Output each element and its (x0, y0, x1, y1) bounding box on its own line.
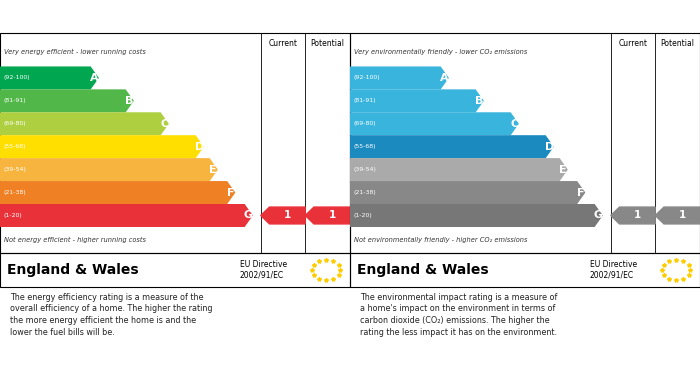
Text: F: F (227, 188, 235, 197)
Text: EU Directive
2002/91/EC: EU Directive 2002/91/EC (239, 260, 287, 280)
Text: (39-54): (39-54) (354, 167, 377, 172)
Text: A: A (440, 73, 449, 83)
Text: Energy Efficiency Rating: Energy Efficiency Rating (6, 11, 150, 22)
Text: The environmental impact rating is a measure of
a home's impact on the environme: The environmental impact rating is a mea… (360, 292, 558, 337)
Polygon shape (0, 159, 217, 180)
Polygon shape (0, 90, 133, 112)
Text: (1-20): (1-20) (354, 213, 372, 218)
Text: The energy efficiency rating is a measure of the
overall efficiency of a home. T: The energy efficiency rating is a measur… (10, 292, 213, 337)
Text: England & Wales: England & Wales (7, 263, 139, 277)
Text: (55-68): (55-68) (354, 144, 376, 149)
Text: Potential: Potential (661, 39, 694, 48)
Text: E: E (209, 165, 217, 175)
Text: 1: 1 (634, 210, 641, 221)
Text: (81-91): (81-91) (4, 99, 26, 103)
Polygon shape (350, 113, 518, 135)
Text: (21-38): (21-38) (354, 190, 377, 195)
Polygon shape (0, 113, 168, 135)
Text: A: A (90, 73, 99, 83)
Text: 1: 1 (284, 210, 291, 221)
Text: (69-80): (69-80) (354, 121, 376, 126)
Polygon shape (350, 159, 567, 180)
Polygon shape (0, 136, 203, 158)
Text: Potential: Potential (311, 39, 344, 48)
Polygon shape (0, 205, 252, 226)
Polygon shape (0, 182, 234, 203)
Text: 1: 1 (328, 210, 335, 221)
Text: B: B (475, 96, 483, 106)
Text: D: D (195, 142, 204, 152)
Polygon shape (610, 207, 655, 224)
Text: (21-38): (21-38) (4, 190, 27, 195)
Text: Not environmentally friendly - higher CO₂ emissions: Not environmentally friendly - higher CO… (354, 237, 527, 243)
Text: 1: 1 (678, 210, 685, 221)
Text: (55-68): (55-68) (4, 144, 26, 149)
Text: England & Wales: England & Wales (357, 263, 489, 277)
Polygon shape (305, 207, 350, 224)
Text: Very energy efficient - lower running costs: Very energy efficient - lower running co… (4, 49, 146, 55)
Text: G: G (594, 210, 603, 221)
Text: F: F (577, 188, 584, 197)
Text: Not energy efficient - higher running costs: Not energy efficient - higher running co… (4, 237, 146, 243)
Text: Current: Current (269, 39, 298, 48)
Polygon shape (0, 67, 98, 89)
Text: B: B (125, 96, 133, 106)
Text: (1-20): (1-20) (4, 213, 22, 218)
Text: C: C (510, 119, 518, 129)
Polygon shape (655, 207, 700, 224)
Text: (69-80): (69-80) (4, 121, 26, 126)
Polygon shape (350, 182, 584, 203)
Text: (39-54): (39-54) (4, 167, 27, 172)
Text: E: E (559, 165, 567, 175)
Text: EU Directive
2002/91/EC: EU Directive 2002/91/EC (589, 260, 637, 280)
Text: (92-100): (92-100) (4, 75, 30, 81)
Text: (92-100): (92-100) (354, 75, 380, 81)
Polygon shape (350, 90, 483, 112)
Text: Very environmentally friendly - lower CO₂ emissions: Very environmentally friendly - lower CO… (354, 49, 527, 55)
Text: G: G (244, 210, 253, 221)
Text: C: C (160, 119, 168, 129)
Polygon shape (350, 67, 448, 89)
Text: D: D (545, 142, 554, 152)
Text: (81-91): (81-91) (354, 99, 376, 103)
Polygon shape (350, 136, 553, 158)
Text: Current: Current (619, 39, 648, 48)
Polygon shape (350, 205, 602, 226)
Polygon shape (260, 207, 305, 224)
Text: Environmental Impact (CO₂) Rating: Environmental Impact (CO₂) Rating (355, 11, 561, 22)
